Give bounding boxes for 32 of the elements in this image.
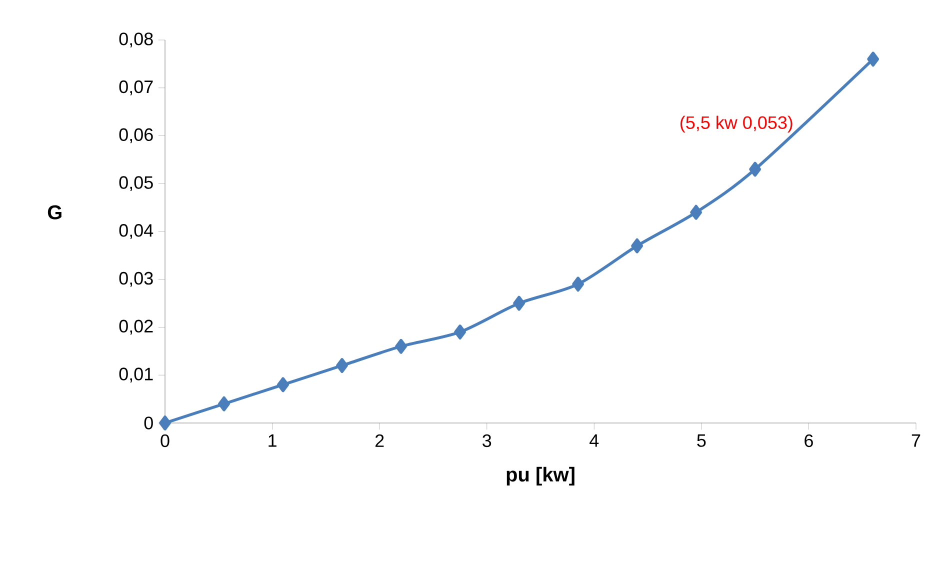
x-tick-label: 5 (697, 434, 706, 447)
point (572, 276, 584, 292)
y-tick-label: 0,08 (119, 32, 153, 48)
x-tick-label: 2 (375, 434, 384, 447)
x-tick-label: 3 (482, 434, 492, 448)
annotation: (5,5 kw 0,053) (680, 116, 792, 133)
y-axis-title: G (48, 205, 62, 220)
y-tick-label: 0,07 (119, 80, 153, 96)
point (336, 358, 348, 374)
x-tick-label: 7 (912, 434, 920, 447)
point (867, 52, 880, 67)
point (690, 204, 702, 220)
y-tick-label: 0 (144, 416, 153, 430)
x-tick-label: 0 (160, 434, 170, 448)
point (454, 324, 466, 340)
x-axis-title: pu [kw] (506, 466, 574, 486)
x-tick-label: 1 (268, 434, 276, 447)
point (159, 416, 171, 430)
y-tick-label: 0,02 (119, 320, 153, 335)
y-tick-label: 0,04 (119, 224, 154, 239)
point (631, 238, 644, 254)
y-tick-label: 0,01 (119, 368, 153, 383)
point (395, 338, 408, 354)
x-tick-label: 6 (804, 434, 813, 448)
x-tick-label: 4 (590, 434, 599, 447)
point (218, 396, 230, 412)
y-tick-label: 0,06 (119, 128, 153, 144)
y-tick-label: 0,03 (119, 272, 153, 287)
point (277, 377, 289, 392)
point (513, 296, 526, 311)
point (749, 162, 762, 177)
y-tick-label: 0,05 (119, 176, 153, 192)
